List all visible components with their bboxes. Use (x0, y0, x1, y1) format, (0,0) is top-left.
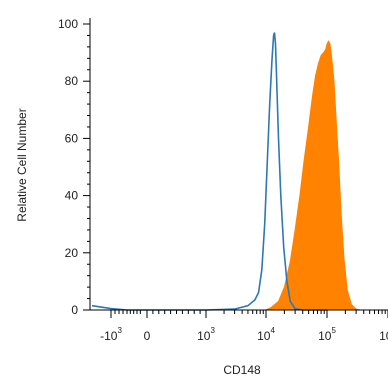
x-axis-label: CD148 (223, 363, 261, 377)
y-axis-label: Relative Cell Number (15, 108, 29, 221)
x-tick-label: -103 (100, 326, 122, 343)
y-tick-label: 80 (65, 74, 79, 88)
x-tick-label: 104 (257, 326, 275, 343)
x-tick-label: 105 (318, 326, 336, 343)
x-tick-label: 0 (144, 329, 151, 343)
plot-area (91, 32, 361, 311)
x-tick-label: 106 (379, 326, 388, 343)
x-tick-label: 103 (197, 326, 215, 343)
y-tick-label: 40 (65, 189, 79, 203)
y-tick-label: 0 (71, 303, 78, 317)
x-axis: -103 0 103 104 105 106 (90, 309, 388, 343)
y-tick-label: 100 (58, 17, 78, 31)
filled-histogram-series (265, 40, 361, 311)
y-tick-label: 60 (65, 131, 79, 145)
y-axis: 0 20 40 60 80 100 (58, 17, 91, 317)
y-tick-label: 20 (65, 246, 79, 260)
